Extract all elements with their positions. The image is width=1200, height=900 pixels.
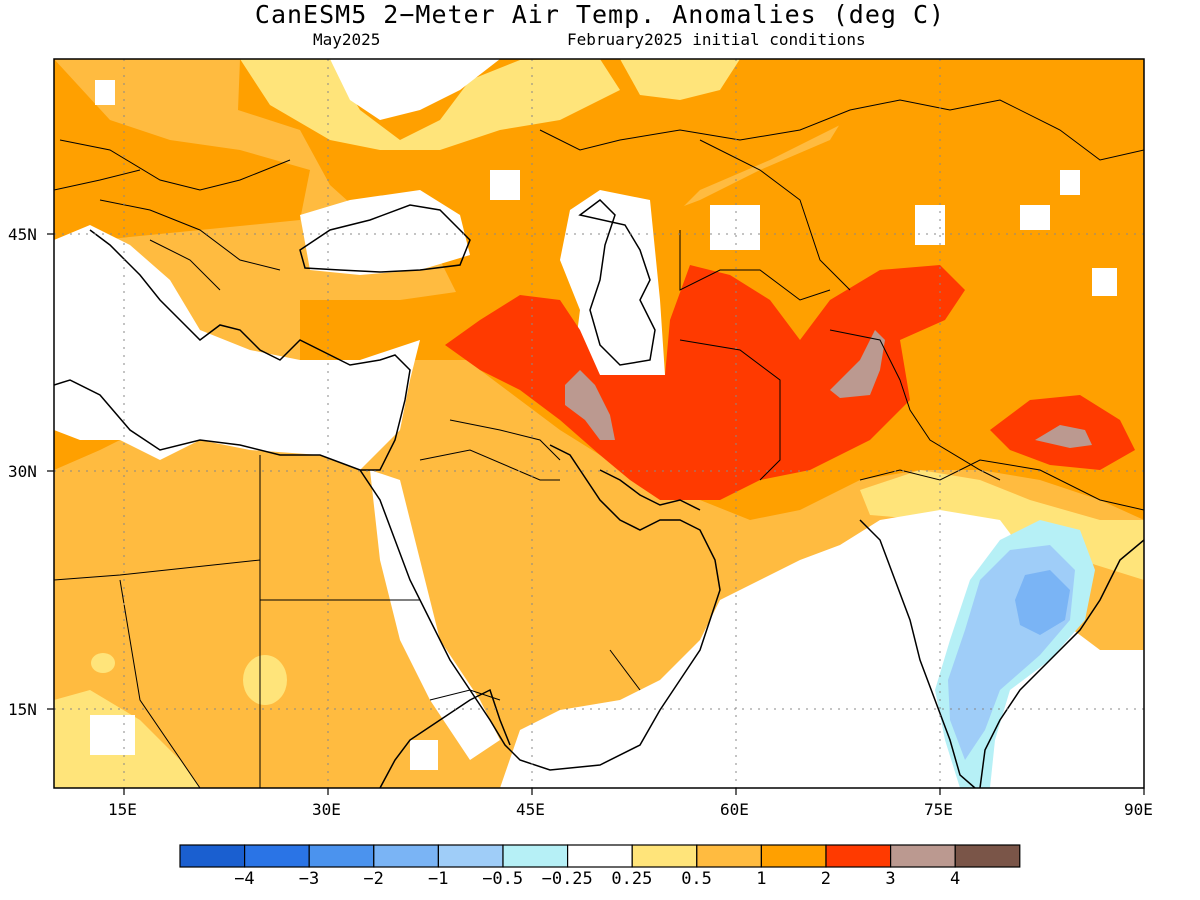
anomaly-region-white-cell [710,205,760,250]
lon-tick-label: 60E [720,800,749,819]
colorbar-swatch [825,844,892,868]
valid-month-label: May2025 [313,30,381,49]
anomaly-region-white-cell [1020,205,1050,230]
lon-tick-label: 75E [924,800,953,819]
anomaly-region-rose [830,330,885,398]
colorbar-swatch [696,844,762,868]
chart-title: CanESM5 2−Meter Air Temp. Anomalies (deg… [254,0,946,29]
anomaly-region-orange [54,59,880,320]
coastlines [54,199,1144,788]
anomaly-region-white-north [330,59,500,120]
anomaly-region-orange [300,290,470,360]
colorbar [179,844,1021,868]
colorbar-label: 0.5 [681,869,712,889]
anomaly-region-white-mediterranean [54,225,420,470]
colorbar-swatch [373,844,439,868]
anomaly-region-white-cell [90,715,135,755]
colorbar-swatch [760,844,827,868]
anomaly-region-yellow [240,59,620,150]
colorbar-swatch [244,844,310,868]
colorbar-label: −0.25 [541,869,593,889]
initial-conditions-label: February2025 initial conditions [567,30,866,49]
colorbar-swatch [954,844,1021,868]
colorbar-label: 1 [756,869,767,889]
lat-tick-label: 15N [8,700,37,719]
graticule [54,59,1144,788]
colorbar-swatch [179,844,246,868]
map-frame [53,58,1145,789]
anomaly-region-white-cell [1092,268,1117,296]
anomaly-region-rose [565,370,615,440]
anomaly-region-yellow [620,59,740,100]
anomaly-region-white-blacksea [300,190,470,275]
axis-ticks [47,233,1145,795]
anomaly-region-white-cell [490,170,520,200]
lon-tick-label: 30E [312,800,341,819]
colorbar-swatch [502,844,569,868]
lat-tick-label: 30N [8,462,37,481]
anomaly-region-rose [1035,425,1092,448]
colorbar-label: −2 [363,869,384,889]
anomaly-region-yellow [243,655,287,705]
anomaly-region-orange [54,59,310,240]
colorbar-label: −4 [234,869,255,889]
colorbar-label: −1 [428,869,449,889]
political-borders [54,99,1144,788]
lon-tick-label: 90E [1124,800,1153,819]
colorbar-swatch [566,844,633,868]
anomaly-region-red-iran [445,265,965,500]
lat-tick-label: 45N [8,225,37,244]
colorbar-label: 0.25 [611,869,653,889]
lon-tick-label: 45E [516,800,545,819]
lon-tick-label: 15E [108,800,137,819]
colorbar-swatch [308,844,375,868]
colorbar-swatch [631,844,698,868]
colorbar-label: −0.5 [482,869,524,889]
anomaly-region-white-cell [95,80,115,105]
colorbar-label: 2 [820,869,832,889]
colorbar-label: 3 [885,869,896,889]
anomaly-region-yellow [91,653,115,673]
colorbar-label: 4 [950,869,961,889]
anomaly-region-white-cell [410,740,438,770]
anomaly-region-blue [1015,570,1070,635]
anomaly-region-white-caspian [560,190,665,375]
colorbar-label: −3 [298,869,320,889]
anomaly-region-white-cell [1060,170,1080,195]
colorbar-swatch [437,844,504,868]
colorbar-swatch [889,844,956,868]
